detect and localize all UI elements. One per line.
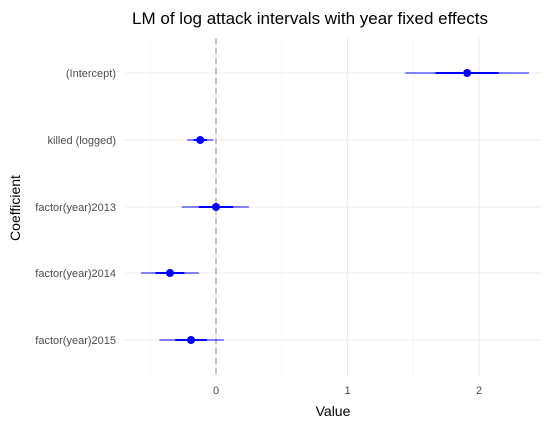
y-axis-title: Coefficient (7, 175, 23, 241)
y-tick-labels: (Intercept) killed (logged) factor(year)20… (35, 68, 116, 347)
y-tick-label-1: killed (logged) (48, 135, 116, 147)
y-tick-label-3: factor(year)2014 (35, 268, 116, 280)
chart-title: LM of log attack intervals with year fix… (132, 9, 488, 28)
y-tick-label-2: factor(year)2013 (35, 202, 116, 214)
point-estimate-2 (212, 203, 220, 211)
point-estimate-4 (187, 336, 196, 344)
coefficient-marks (141, 69, 529, 344)
point-estimate-1 (196, 136, 205, 144)
x-tick-label-0: 0 (213, 385, 219, 397)
point-estimate-3 (165, 269, 174, 277)
point-estimate-0 (463, 69, 472, 77)
x-tick-label-1: 1 (344, 385, 350, 397)
y-tick-label-4: factor(year)2015 (35, 335, 116, 347)
x-axis-title: Value (316, 403, 351, 419)
x-tick-label-2: 2 (476, 385, 482, 397)
x-tick-labels: 0 1 2 (213, 385, 482, 397)
y-tick-label-0: (Intercept) (66, 68, 116, 80)
